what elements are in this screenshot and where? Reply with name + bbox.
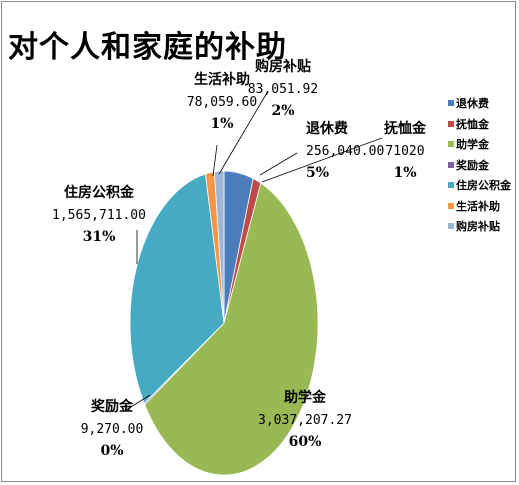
legend-item-2: 助学金 [448,134,511,155]
legend-item-1: 抚恤金 [448,114,511,135]
legend-swatch [448,141,454,148]
pie-slice-2 [144,182,319,476]
leader-line-0 [259,152,298,176]
legend-label: 住房公积金 [456,179,511,193]
legend-item-6: 购房补贴 [448,216,511,237]
chart-legend: 退休费抚恤金助学金奖励金住房公积金生活补助购房补贴 [448,93,511,237]
legend-swatch [448,182,454,189]
slice-label-value-1: 71020 [385,144,424,159]
legend-item-3: 奖励金 [448,155,511,176]
legend-label: 奖励金 [456,158,489,172]
legend-label: 助学金 [456,138,489,152]
legend-item-0: 退休费 [448,93,511,114]
slice-label-value-3: 9,270.00 [81,422,144,437]
legend-swatch [448,100,454,107]
leader-line-3 [125,394,151,411]
legend-swatch [448,223,454,230]
slice-label-name-3: 奖励金 [91,398,134,415]
slice-label-value-4: 1,565,711.00 [52,208,146,223]
slice-label-percent-0: 5% [306,165,329,181]
slice-label-value-0: 256,040.00 [306,144,384,159]
slice-label-name-2: 助学金 [284,389,327,406]
chart-title: 对个人和家庭的补助 [8,30,287,65]
pie-slice-4 [129,173,225,405]
slice-label-name-5: 生活补助 [194,71,250,88]
legend-swatch [448,120,454,127]
slice-label-percent-2: 60% [289,434,322,450]
slice-label-percent-6: 2% [271,103,294,119]
legend-swatch [448,161,454,168]
legend-label: 购房补贴 [456,220,500,234]
slice-label-name-4: 住房公积金 [64,184,135,201]
slice-label-value-2: 3,037,207.27 [258,413,352,428]
slice-label-value-6: 83,051.92 [248,82,318,97]
legend-label: 抚恤金 [456,117,489,131]
slice-label-name-1: 抚恤金 [384,120,427,137]
legend-item-5: 生活补助 [448,196,511,217]
legend-label: 生活补助 [456,199,500,213]
slice-label-percent-3: 0% [100,443,123,459]
legend-label: 退休费 [456,97,489,111]
pie-slice-6 [213,170,225,324]
leader-line-5 [212,144,218,177]
slice-label-name-6: 购房补贴 [255,58,311,75]
leader-line-1 [261,137,383,183]
slice-label-percent-4: 31% [83,229,116,245]
leader-line-6 [218,90,269,175]
slice-label-percent-1: 1% [393,165,416,181]
slice-label-value-5: 78,059.60 [187,95,257,110]
slice-label-percent-5: 1% [210,116,233,132]
legend-swatch [448,202,454,209]
slice-label-name-0: 退休费 [306,120,348,137]
legend-item-4: 住房公积金 [448,175,511,196]
